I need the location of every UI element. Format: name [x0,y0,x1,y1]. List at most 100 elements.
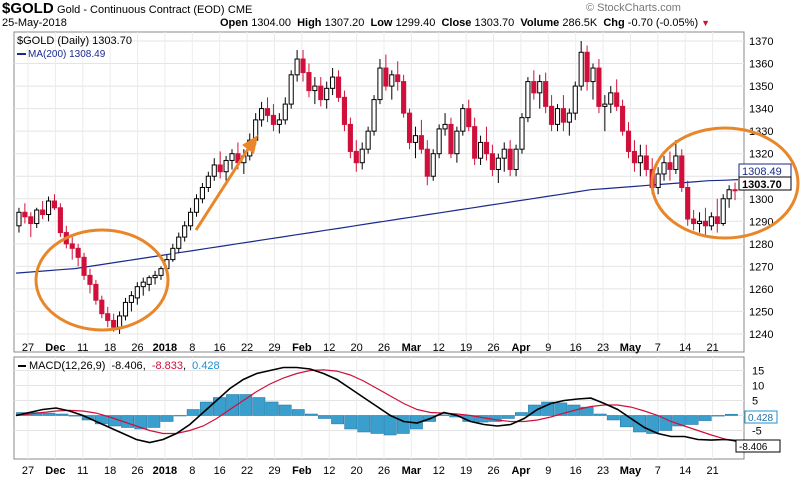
candle-body [483,141,490,155]
candle-body [69,243,75,249]
candle-body [643,155,649,170]
macd-histogram-bar [593,413,607,416]
x-axis-label: 16 [570,342,582,354]
close-label: Close [441,17,472,29]
candle-body [489,153,495,170]
candle-body [158,268,164,276]
macd-histogram-bar [239,394,253,416]
price-y-tick-label: 1330 [749,126,773,138]
candle-body [282,103,288,121]
legend-ma: MA(200) 1308.49 [28,49,106,60]
close-value: 1303.70 [474,17,515,29]
x-axis-label: 14 [679,465,691,477]
candle-body [602,103,608,107]
candle-body [584,51,590,83]
candle-body [294,58,300,76]
x-axis-label: 29 [268,465,280,477]
volume-label: Volume [520,17,560,29]
x-axis-label: 26 [131,342,143,354]
candle-body [45,200,52,216]
candle-body [531,81,537,94]
macd-histogram-bar [672,415,686,427]
candle-body [519,117,525,150]
candle-body [679,155,685,188]
price-y-tick-label: 1340 [749,104,773,116]
open-label: Open [220,17,249,29]
macd-histogram-bar [528,404,541,416]
x-axis-label: 20 [350,342,362,354]
candle-body [507,148,513,170]
macd-histogram-bar [291,409,305,416]
x-axis-label: 26 [131,465,143,477]
macd-legend: MACD(12,26,9) -8.406, -8.833, 0.428 [18,360,220,372]
price-grid [14,32,744,352]
macd-histogram-bar [698,415,712,421]
candle-body [140,281,146,288]
candle-body [477,141,484,159]
price-y-tick-label: 1290 [749,216,773,228]
macd-histogram-bar [134,415,148,430]
x-axis-label: 7 [655,465,661,477]
candle-body [134,286,140,299]
macd-legend-signal: -8.833 [152,360,183,372]
candle-body [466,108,472,128]
macd-tag-hist: 0.428 [744,410,778,424]
annotation-circle-right [650,126,800,240]
candle-body [732,189,738,192]
macd-legend-hist: 0.428 [192,360,220,372]
price-y-tick-label: 1300 [749,194,773,206]
chg-label: Chg [603,17,625,29]
candle-body [442,123,448,130]
price-y-tick-label: 1270 [749,261,773,273]
candle-body [276,119,282,125]
macd-y-tick-label: 10 [752,381,764,393]
macd-histogram-bar [252,397,266,416]
macd-legend-label: MACD(12,26,9) [29,360,105,372]
candle-body [424,148,430,177]
macd-y-tick-label: -5 [752,426,762,438]
x-axis-label: 19 [460,342,472,354]
price-y-tick-label: 1250 [749,306,773,318]
macd-tag-hist-box [744,410,778,424]
candle-body [270,114,277,125]
candle-body [199,186,205,200]
candle-body [341,96,348,125]
candle-body [324,87,330,101]
low-label: Low [370,17,393,29]
x-axis-label: 23 [597,465,609,477]
macd-line [15,366,739,444]
x-axis-label: 19 [460,465,472,477]
x-axis-label: 12 [323,465,335,477]
macd-histogram-bar [396,415,410,434]
macd-histogram-bar [357,415,371,433]
macd-histogram-bar [711,415,725,417]
candle-body [696,220,703,225]
macd-histogram-bar [554,402,568,416]
price-legend: $GOLD (Daily) 1303.70 MA(200) 1308.49 [17,35,132,60]
candle-body [448,123,454,155]
x-axis-label: 27 [22,465,34,477]
macd-tag-macd-text: -8.406 [739,442,768,453]
candle-body [726,189,732,200]
macd-y-tick-label: 15 [752,366,764,378]
candle-body [306,72,312,92]
macd-histogram-bar [725,413,738,416]
stockcharts-watermark: © StockCharts.com [586,2,681,14]
candle-body [590,67,596,83]
macd-histogram-bar [160,415,174,422]
price-y-tick-label: 1320 [749,149,773,161]
candle-body [359,148,365,164]
candle-body [395,74,401,83]
macd-histogram-bar [514,412,528,416]
candle-body [377,67,383,101]
candle-body [111,319,117,328]
x-axis-label: 11 [77,465,88,477]
candle-body [217,164,223,173]
macd-y-tick-label: 5 [752,396,758,408]
x-axis-label: 2018 [153,342,177,354]
chart-date: 25-May-2018 [2,17,67,29]
chart-title: $GOLD Gold - Continuous Contract (EOD) C… [2,0,252,17]
annotation-arrow [194,145,252,231]
